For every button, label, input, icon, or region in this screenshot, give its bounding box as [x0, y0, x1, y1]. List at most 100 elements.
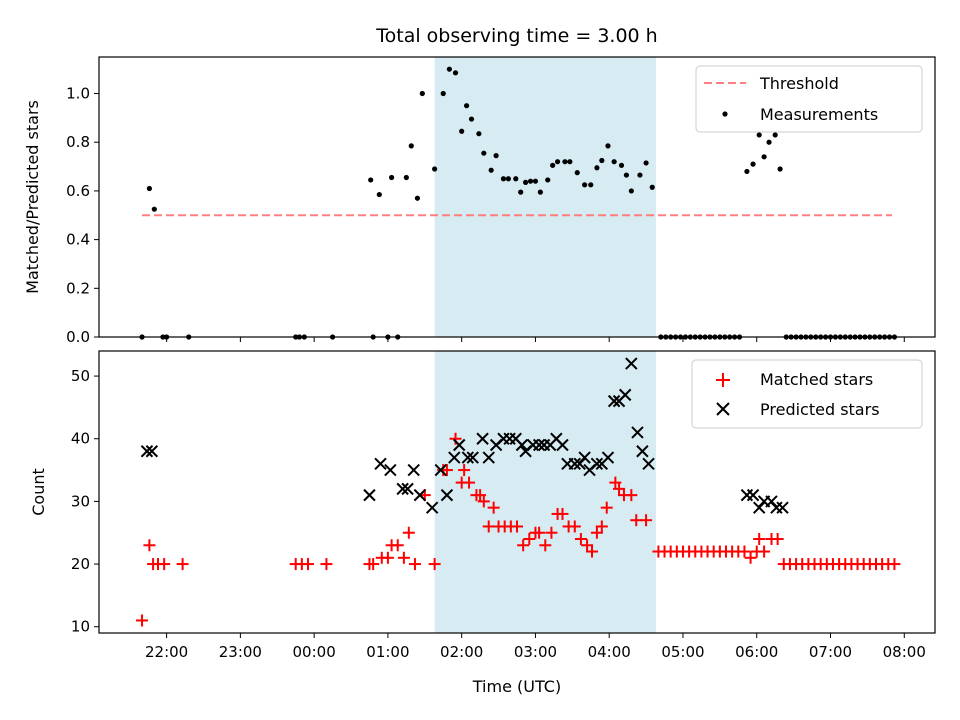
measurements-point	[151, 206, 157, 212]
x-tick-label: 02:00	[440, 643, 483, 661]
matched-stars-point	[428, 558, 441, 571]
matched-stars-point	[367, 558, 380, 571]
bottom-y-tick-label: 30	[71, 492, 90, 510]
measurements-point	[389, 174, 395, 181]
matched-stars-point	[771, 533, 784, 545]
matched-stars-point	[391, 539, 404, 552]
measurements-point	[750, 161, 756, 167]
top-y-axis-label: Matched/Predicted stars	[23, 100, 42, 294]
legend-predicted-swatch	[716, 402, 730, 416]
matched-stars-point	[397, 551, 410, 564]
measurements-point	[545, 177, 551, 183]
predicted-stars-point	[396, 482, 409, 496]
measurements-point	[761, 154, 767, 160]
measurements-point	[649, 184, 655, 190]
predicted-stars-point	[413, 488, 427, 502]
measurements-point	[643, 160, 649, 166]
matched-stars-point	[463, 476, 476, 489]
matched-stars-point	[574, 533, 587, 545]
bottom-y-axis-label: Count	[29, 468, 48, 516]
predicted-stars-point	[448, 451, 461, 464]
matched-stars-point	[320, 558, 333, 571]
legend-measurements-swatch	[722, 111, 728, 117]
measurements-point	[476, 131, 482, 137]
x-tick-label: 03:00	[514, 643, 557, 661]
matched-stars-point	[590, 526, 603, 539]
matched-stars-point	[888, 558, 901, 571]
measurements-point	[513, 176, 519, 182]
predicted-stars-point	[482, 451, 495, 464]
measurements-point	[452, 70, 459, 76]
matched-stars-point	[143, 539, 156, 552]
x-tick-label: 05:00	[661, 643, 704, 661]
top-panel: 0.0 0.2 0.4 0.6 0.8 1.0 Matched/Predicted sta…	[23, 56, 936, 346]
legend-threshold-label: Threshold	[759, 74, 839, 93]
measurements-point	[518, 189, 524, 195]
measurements-point	[493, 153, 499, 159]
matched-stars-point	[533, 526, 546, 539]
top-y-tick-label: 0.4	[66, 231, 90, 249]
measurements-point	[488, 167, 494, 173]
predicted-stars-point	[374, 457, 387, 471]
measurements-point	[432, 166, 438, 172]
predicted-stars-point	[556, 438, 569, 452]
measurements-point	[772, 132, 778, 138]
bottom-y-tick-label: 40	[71, 430, 90, 448]
measurements-point	[605, 143, 611, 149]
predicted-stars-point	[363, 488, 376, 502]
legend-predicted-label: Predicted stars	[760, 400, 880, 419]
measurements-point	[744, 168, 750, 175]
measurements-point	[481, 150, 487, 156]
measurements-point	[463, 103, 470, 109]
measurements-point	[440, 90, 446, 97]
predicted-stars-point	[401, 482, 414, 496]
matched-stars-point	[511, 520, 523, 533]
matched-stars-point	[517, 539, 530, 552]
measurements-point	[419, 90, 425, 97]
predicted-stars-point	[746, 488, 760, 502]
top-axes-frame	[98, 56, 936, 338]
shaded-span-top	[434, 57, 656, 337]
matched-stars-point	[613, 482, 626, 495]
top-legend-box	[695, 65, 923, 133]
bottom-legend: Matched stars Predicted stars	[691, 359, 923, 429]
measurements-point	[414, 195, 421, 201]
predicted-stars-point	[453, 438, 466, 452]
matched-stars-point	[302, 558, 314, 571]
top-y-tick-label: 0.0	[66, 328, 90, 346]
chart-title: Total observing time = 3.00 h	[375, 25, 657, 47]
measurements-point	[562, 159, 568, 165]
predicted-stars-point	[140, 445, 154, 458]
measurements-point	[756, 132, 762, 138]
legend-measurements-label: Measurements	[760, 105, 878, 124]
matched-stars-point	[487, 501, 500, 514]
measurements-point	[408, 143, 414, 149]
measurements-point	[567, 159, 573, 165]
x-tick-label: 23:00	[219, 643, 262, 661]
legend-matched-label: Matched stars	[760, 370, 873, 389]
matched-stars-point	[581, 539, 594, 552]
measurements-point	[637, 172, 643, 178]
measurements-point	[623, 172, 630, 178]
matched-stars-point	[474, 489, 487, 502]
matched-stars-point	[158, 558, 171, 571]
predicted-stars-point	[425, 501, 439, 514]
measurements-point	[582, 182, 588, 188]
predicted-stars-point	[434, 463, 447, 477]
matched-stars-point	[640, 514, 653, 527]
matched-stars-point	[744, 551, 757, 564]
bottom-axes-frame	[98, 350, 936, 634]
matched-stars-point	[440, 464, 453, 477]
predicted-stars-point	[618, 388, 632, 402]
predicted-stars-point	[776, 501, 789, 514]
matched-stars-point	[600, 501, 613, 514]
measurements-point	[527, 178, 534, 184]
matched-stars-point	[545, 526, 558, 539]
measurements-point	[554, 159, 561, 165]
measurements-point	[594, 165, 600, 171]
x-tick-label: 00:00	[293, 643, 336, 661]
measurements-point	[505, 176, 511, 182]
x-tick-label: 22:00	[145, 643, 188, 661]
matched-stars-point	[381, 551, 394, 564]
predicted-stars-point	[631, 426, 644, 439]
